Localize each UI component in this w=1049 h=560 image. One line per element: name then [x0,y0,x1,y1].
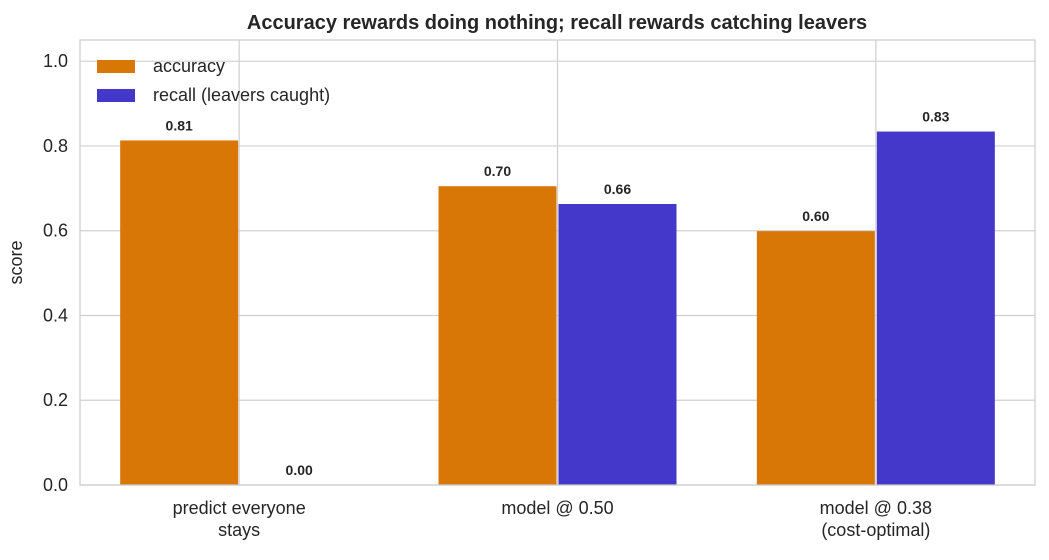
accuracy-bar [438,186,557,485]
y-tick-label: 0.6 [43,221,68,241]
chart-title: Accuracy rewards doing nothing; recall r… [247,12,867,34]
y-tick-label: 0.8 [43,136,68,156]
y-axis-label: score [6,240,26,284]
plot-frame [79,39,1036,486]
y-tick-label: 1.0 [43,51,68,71]
legend-label: accuracy [153,56,225,76]
x-axis-ticks: predict everyone stays model @ 0.50 model @… [173,498,932,540]
bar-value-label: 0.70 [484,163,511,179]
bar-value-label: 0.60 [802,208,829,224]
accuracy-bar [756,231,875,485]
x-tick-label: predict everyone stays [173,498,306,540]
legend-swatch [97,60,135,73]
x-tick-label-line: stays [218,520,260,540]
bar-value-label: 0.66 [604,181,631,197]
y-tick-label: 0.2 [43,390,68,410]
legend-label: recall (leavers caught) [153,85,330,105]
bar-value-label: 0.00 [286,462,313,478]
bar-value-label: 0.83 [922,109,949,125]
legend: accuracy recall (leavers caught) [97,56,330,105]
data-labels: 0.81 0.70 0.60 0.00 0.66 0.83 [166,109,950,478]
y-axis-ticks: 0.0 0.2 0.4 0.6 0.8 1.0 [43,51,68,495]
legend-swatch [97,89,135,102]
x-tick-label-line: model @ 0.38 [820,498,932,518]
x-tick-label-line: predict everyone [173,498,306,518]
accuracy-bar [120,140,239,485]
recall-bar [876,131,995,486]
y-tick-label: 0.0 [43,475,68,495]
x-tick-label: model @ 0.38 (cost-optimal) [820,498,932,540]
recall-bar [558,204,677,485]
y-tick-label: 0.4 [43,305,68,325]
x-tick-label: model @ 0.50 [501,498,613,518]
bar-value-label: 0.81 [166,117,193,133]
x-tick-label-line: (cost-optimal) [821,520,930,540]
x-tick-label-line: model @ 0.50 [501,498,613,518]
bars [120,131,995,486]
